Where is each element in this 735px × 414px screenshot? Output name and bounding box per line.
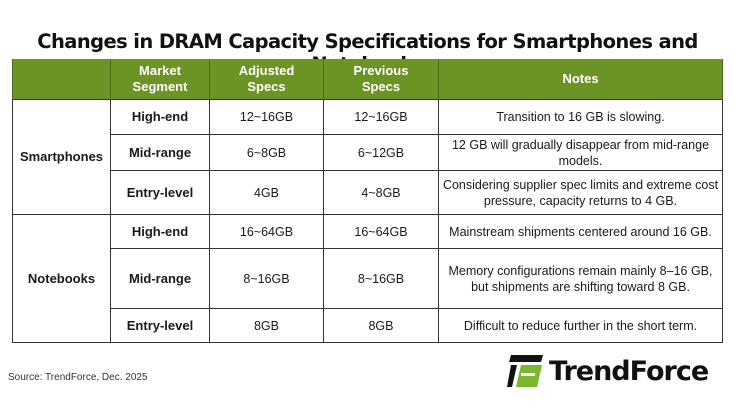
segment-cell: Entry-level: [110, 170, 210, 215]
adjusted-cell: 8~16GB: [209, 248, 324, 309]
adjusted-cell: 16~64GB: [209, 214, 324, 249]
segment-cell: High-end: [110, 214, 210, 249]
dram-spec-table: Market Segment Adjusted Specs Previous Spec…: [12, 59, 723, 343]
table-row: Mid-range 6~8GB 6~12GB 12 GB will gradua…: [13, 134, 723, 171]
table-row: Notebooks High-end 16~64GB 16~64GB Mains…: [12, 214, 723, 343]
adjusted-cell: 4GB: [209, 170, 324, 215]
previous-cell: 8GB: [323, 308, 439, 343]
previous-cell: 8~16GB: [323, 248, 439, 309]
header-notes: Notes: [438, 59, 723, 100]
table-row: Smartphones High-end 12~16GB 12~16GB Tra…: [12, 99, 723, 215]
segment-cell: Mid-range: [110, 248, 210, 309]
previous-cell: 4~8GB: [323, 170, 439, 215]
previous-cell: 6~12GB: [323, 134, 439, 171]
category-cell: Notebooks: [12, 214, 111, 343]
table-row: Entry-level 8GB 8GB Difficult to reduce …: [13, 308, 723, 343]
adjusted-cell: 8GB: [209, 308, 324, 343]
notes-cell: Difficult to reduce further in the short…: [438, 308, 723, 343]
segment-cell: Entry-level: [110, 308, 210, 343]
header-previous-specs: Previous Specs: [323, 59, 439, 100]
logo-text: TrendForce: [549, 355, 709, 387]
segment-cell: Mid-range: [110, 134, 210, 171]
notes-cell: Considering supplier spec limits and ext…: [438, 170, 723, 215]
adjusted-cell: 6~8GB: [209, 134, 324, 171]
category-cell: Smartphones: [12, 99, 111, 215]
adjusted-cell: 12~16GB: [209, 99, 324, 135]
notes-cell: Transition to 16 GB is slowing.: [438, 99, 723, 135]
previous-cell: 12~16GB: [323, 99, 439, 135]
notes-cell: Memory configurations remain mainly 8–16…: [438, 248, 723, 309]
header-market-segment: Market Segment: [110, 59, 210, 100]
header-row: Market Segment Adjusted Specs Previous Spec…: [12, 59, 723, 100]
table-row: Entry-level 4GB 4~8GB Considering suppli…: [13, 170, 723, 215]
trendforce-mark-icon: [507, 355, 543, 387]
source-note: Source: TrendForce, Dec. 2025: [8, 372, 148, 383]
previous-cell: 16~64GB: [323, 214, 439, 249]
notes-cell: 12 GB will gradually disappear from mid-…: [438, 134, 723, 171]
notes-cell: Mainstream shipments centered around 16 …: [438, 214, 723, 249]
trendforce-logo: TrendForce: [507, 355, 709, 387]
segment-cell: High-end: [110, 99, 210, 135]
header-category: [12, 59, 111, 100]
header-adjusted-specs: Adjusted Specs: [209, 59, 324, 100]
table-row: Mid-range 8~16GB 8~16GB Memory configura…: [13, 248, 723, 309]
